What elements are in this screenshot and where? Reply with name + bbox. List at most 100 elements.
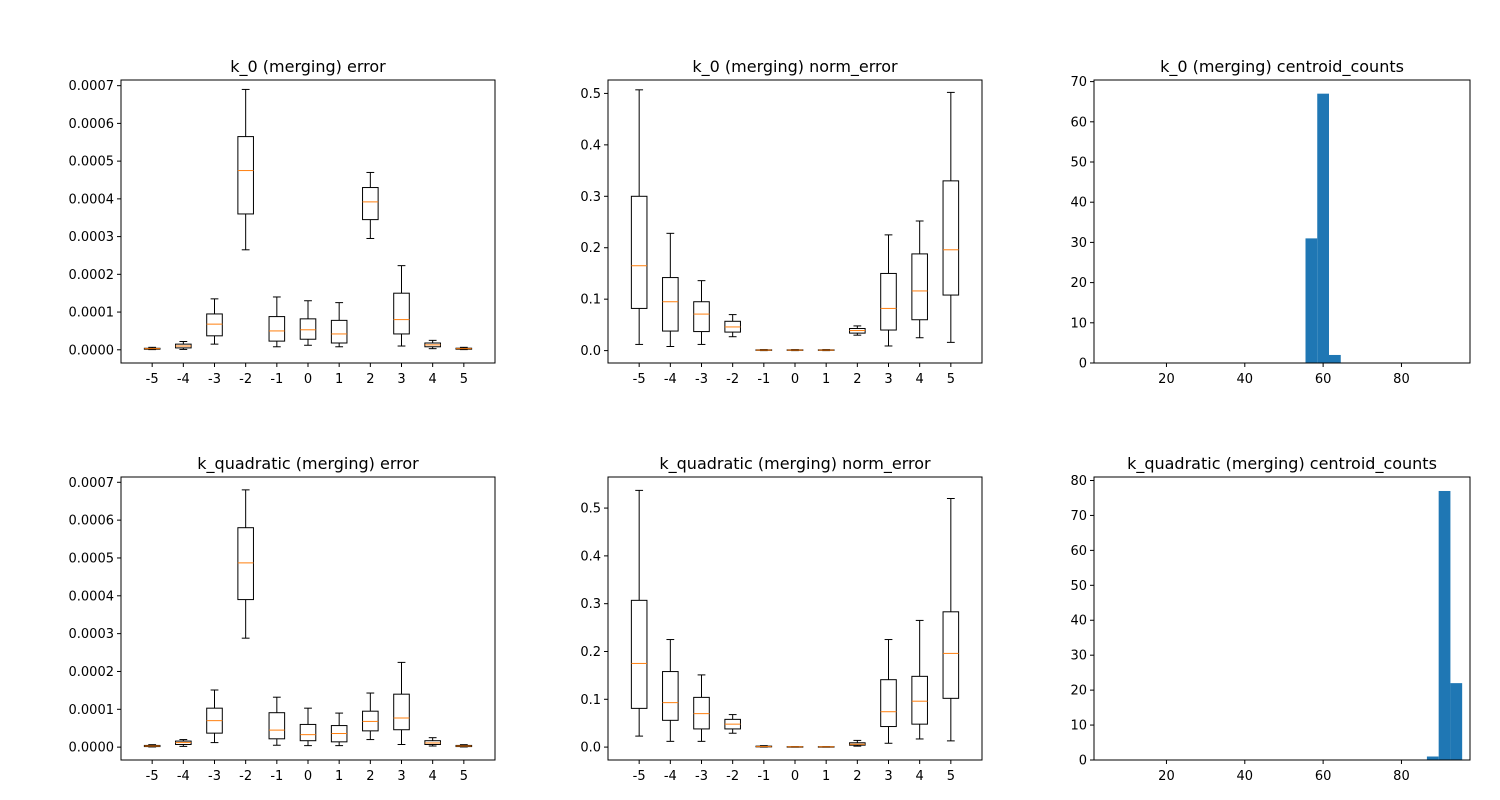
box-plot-5 (455, 744, 473, 748)
y-tick-label: 0.0002 (69, 268, 115, 283)
x-tick-label: -5 (146, 372, 159, 387)
box-plot-5 (455, 346, 473, 351)
x-tick-label: -2 (239, 372, 252, 387)
x-tick-label: -4 (177, 372, 190, 387)
x-tick-label: 60 (1315, 769, 1332, 784)
box-plot-5 (942, 91, 960, 343)
box-iqr (911, 253, 928, 321)
box-iqr (330, 319, 348, 344)
box-plot--5 (630, 489, 648, 737)
y-tick-label: 30 (1070, 649, 1087, 664)
x-tick-label: -2 (726, 769, 739, 784)
histogram-bar-2 (1317, 93, 1329, 364)
y-tick-label: 0.5 (580, 87, 601, 102)
y-tick-label: 0.1 (580, 293, 601, 308)
box-iqr (237, 136, 254, 215)
x-tick-label: 0 (304, 769, 312, 784)
subplots: k_0 (merging) error0.00000.00010.00020.0… (69, 57, 1471, 784)
x-tick-label: 2 (366, 769, 374, 784)
box-iqr (206, 313, 223, 337)
box-plot--3 (693, 674, 710, 742)
y-tick-label: 80 (1070, 474, 1087, 489)
subplot-title: k_quadratic (merging) error (197, 454, 419, 474)
x-tick-label: 40 (1237, 769, 1254, 784)
box-iqr (880, 272, 897, 331)
subplot-6: k_quadratic (merging) centroid_counts 0 10… (1070, 454, 1471, 784)
y-tick-label: 50 (1070, 579, 1087, 594)
y-tick-label: 0.4 (580, 138, 601, 153)
subplot-2: k_0 (merging) norm_error 0.0 0.1 0.2 0.3 0.4 0… (580, 57, 983, 387)
x-tick-label: 5 (460, 372, 468, 387)
x-tick-label: 3 (884, 372, 892, 387)
y-tick-label: 0.0 (580, 344, 601, 359)
box-iqr (662, 671, 679, 721)
box-iqr (662, 277, 679, 332)
x-tick-label: 4 (916, 769, 924, 784)
x-tick-label: 4 (429, 372, 437, 387)
box-iqr (362, 187, 379, 221)
y-tick-label: 30 (1070, 236, 1087, 251)
y-tick-label: 20 (1070, 684, 1087, 699)
box-plot-1 (330, 302, 348, 348)
box-iqr (299, 318, 317, 340)
box-plot-3 (393, 265, 410, 347)
axes-frame (120, 476, 496, 761)
x-tick-label: 80 (1393, 372, 1410, 387)
subplot-title: k_0 (merging) centroid_counts (1160, 57, 1404, 77)
x-tick-label: 2 (366, 372, 374, 387)
y-tick-label: 20 (1070, 276, 1087, 291)
box-plot-0 (786, 746, 804, 748)
box-plot--2 (237, 489, 254, 639)
subplot-5: k_quadratic (merging) norm_error 0.0 0.1 0.… (580, 454, 983, 784)
x-tick-label: 0 (791, 769, 799, 784)
y-tick-label: 0 (1079, 754, 1087, 769)
x-tick-label: -1 (757, 769, 770, 784)
x-tick-label: 1 (335, 769, 343, 784)
x-tick-label: -4 (664, 372, 677, 387)
subplot-title: k_quadratic (merging) centroid_counts (1127, 454, 1437, 474)
box-plot-3 (393, 661, 410, 745)
box-plot-1 (817, 349, 835, 352)
y-tick-label: 10 (1070, 316, 1087, 331)
box-plot--5 (143, 744, 161, 748)
y-tick-label: 0.0006 (69, 514, 115, 529)
box-iqr (393, 693, 410, 731)
box-plot--4 (175, 739, 192, 747)
box-iqr (237, 527, 254, 601)
box-plot-0 (299, 300, 317, 346)
y-tick-label: 0.5 (580, 502, 601, 517)
y-tick-label: 40 (1070, 614, 1087, 629)
y-tick-label: 0.2 (580, 645, 601, 660)
box-plot-4 (424, 737, 441, 747)
x-tick-label: 1 (822, 372, 830, 387)
x-tick-label: -2 (726, 372, 739, 387)
y-tick-label: 0.2 (580, 241, 601, 256)
y-tick-label: 0.0000 (69, 741, 115, 756)
y-tick-label: 0.0003 (69, 627, 115, 642)
box-plot-2 (362, 171, 379, 239)
y-tick-label: 0.0001 (69, 703, 115, 718)
y-tick-label: 0.0004 (69, 192, 115, 207)
box-plot--1 (268, 296, 286, 348)
y-tick-label: 0.1 (580, 693, 601, 708)
axes-frame (1093, 476, 1471, 761)
histogram-bar-1 (1426, 756, 1439, 760)
y-tick-label: 0.0006 (69, 117, 115, 132)
box-plot--4 (662, 232, 679, 347)
x-tick-label: -3 (208, 769, 221, 784)
y-tick-label: 60 (1070, 544, 1087, 559)
box-iqr (268, 712, 286, 740)
box-plot--3 (206, 689, 223, 744)
x-tick-label: -1 (757, 372, 770, 387)
box-plot-2 (362, 692, 379, 741)
x-tick-label: 80 (1393, 769, 1410, 784)
box-plot--1 (755, 349, 773, 352)
x-tick-label: -4 (664, 769, 677, 784)
box-plot-3 (880, 639, 897, 744)
x-tick-label: 60 (1315, 372, 1332, 387)
box-iqr (942, 611, 960, 699)
box-plot--2 (724, 314, 741, 338)
x-tick-label: -5 (146, 769, 159, 784)
box-iqr (630, 599, 648, 709)
